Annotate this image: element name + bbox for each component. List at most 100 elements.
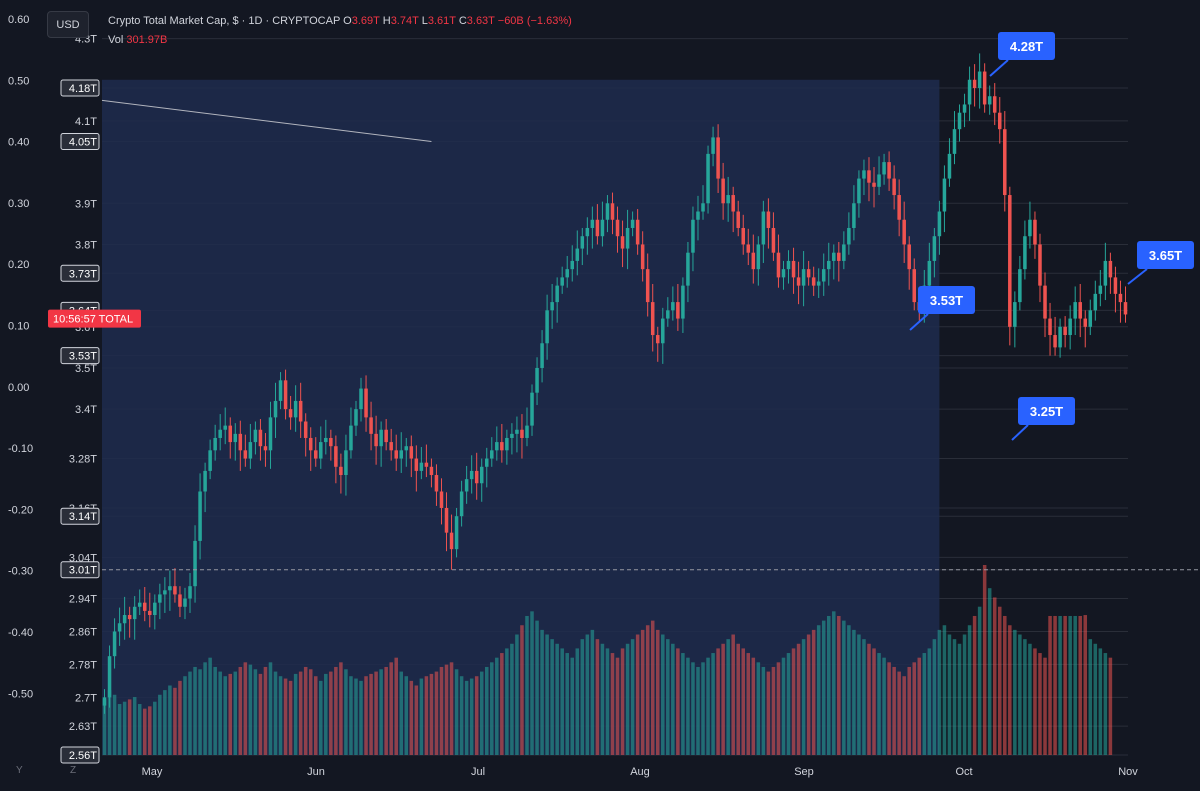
volume-bar: [258, 673, 263, 755]
candle-body: [112, 631, 117, 657]
candle-body: [555, 285, 559, 303]
left-axis-tick: -0.50: [8, 688, 33, 700]
volume-bar: [922, 653, 927, 755]
volume-bar: [766, 671, 771, 755]
volume-bar: [877, 653, 881, 755]
volume-bar: [1073, 615, 1077, 755]
left-axis-tick: 0.40: [8, 137, 29, 149]
candle-body: [414, 458, 419, 471]
candle-body: [258, 429, 263, 447]
price-axis-tick: 3.01T: [69, 565, 97, 577]
price-axis-tick: 4.05T: [69, 137, 97, 149]
candle-body: [640, 244, 645, 270]
volume-bar: [1013, 629, 1017, 755]
trend-line: [101, 99, 432, 143]
price-axis-tick: 2.86T: [69, 626, 97, 638]
candle-body: [168, 586, 172, 591]
volume-bar: [1088, 639, 1093, 755]
candle-body: [686, 252, 690, 286]
price-axis-tick: 4.1T: [75, 116, 97, 128]
volume-bar: [1028, 643, 1032, 755]
candle-body: [811, 277, 816, 286]
callout-text: 3.53T: [930, 293, 963, 308]
candle-body: [1043, 285, 1047, 319]
candle-body: [334, 446, 338, 467]
candle-body: [218, 429, 222, 438]
legend-line-2: Vol 301.97B: [108, 31, 572, 50]
candle-body: [746, 244, 751, 253]
volume-bar: [515, 634, 519, 755]
volume-bar: [379, 669, 383, 755]
candle-body: [349, 425, 353, 451]
currency-button[interactable]: USD: [47, 11, 89, 38]
price-axis-tick: 2.94T: [69, 594, 97, 606]
candle-body: [821, 269, 826, 282]
volume-bar: [419, 678, 424, 755]
volume-bar: [585, 634, 590, 755]
volume-bar: [505, 648, 509, 755]
callout-text: 3.25T: [1030, 404, 1063, 419]
candle-body: [781, 269, 786, 278]
callout-pointer: [1127, 268, 1148, 285]
volume-bar: [635, 634, 640, 755]
volume-bar: [997, 606, 1002, 755]
price-axis-tick: 3.4T: [75, 404, 97, 416]
volume-bar: [1098, 648, 1103, 755]
volume-bar: [972, 615, 977, 755]
volume-bar: [293, 673, 298, 755]
candle-body: [510, 433, 514, 438]
candle-body: [329, 437, 333, 447]
volume-bar: [892, 666, 896, 755]
left-axis-tick: 0.20: [8, 259, 29, 271]
candle-body: [1008, 195, 1012, 327]
volume-bar: [706, 657, 710, 755]
volume-bar: [545, 634, 549, 755]
volume-bar: [530, 611, 534, 755]
candle-body: [666, 310, 670, 319]
candle-body: [806, 269, 811, 278]
volume-bar: [847, 625, 851, 755]
candle-body: [178, 594, 182, 607]
volume-bar: [173, 687, 177, 755]
volume-bar: [449, 662, 454, 755]
candle-body: [223, 425, 227, 430]
volume-bar: [887, 662, 891, 755]
corner-button-y[interactable]: Y: [16, 765, 23, 776]
candle-body: [650, 302, 655, 336]
candle-body: [585, 227, 590, 237]
volume-bar: [686, 657, 690, 755]
left-axis-tick: 0.30: [8, 198, 29, 210]
volume-bar: [278, 676, 283, 755]
price-axis-tick: 3.28T: [69, 454, 97, 466]
candle-body: [459, 491, 464, 517]
volume-bar: [1038, 653, 1042, 755]
price-axis: 4.3T4.18T4.1T4.05T3.9T3.8T3.73T3.64T3.6T…: [48, 34, 141, 764]
candle-body: [484, 458, 489, 467]
volume-bar: [771, 666, 776, 755]
candle-body: [887, 162, 891, 179]
volume-bar: [1083, 615, 1088, 755]
volume-bar: [520, 625, 524, 755]
volume-bar: [837, 615, 841, 755]
candle-body: [635, 219, 640, 245]
corner-button-z[interactable]: Z: [70, 765, 77, 776]
candle-body: [193, 540, 197, 587]
change-value: −60B (−1.63%): [497, 15, 572, 27]
left-axis-tick: -0.40: [8, 627, 33, 639]
candle-body: [575, 248, 580, 261]
candle-body: [741, 227, 746, 245]
legend: Crypto Total Market Cap, $ · 1D · CRYPTO…: [108, 12, 572, 50]
volume-bar: [620, 648, 625, 755]
volume-bar: [540, 629, 544, 755]
candle-body: [1028, 219, 1032, 237]
volume-bar: [937, 629, 942, 755]
candle-body: [761, 211, 766, 245]
candle-body: [711, 137, 715, 154]
candle-body: [560, 277, 564, 286]
candle-body: [268, 417, 273, 451]
candle-body: [495, 442, 499, 451]
volume-bar: [500, 653, 504, 755]
candle-body: [992, 96, 997, 113]
candle-body: [842, 244, 846, 261]
